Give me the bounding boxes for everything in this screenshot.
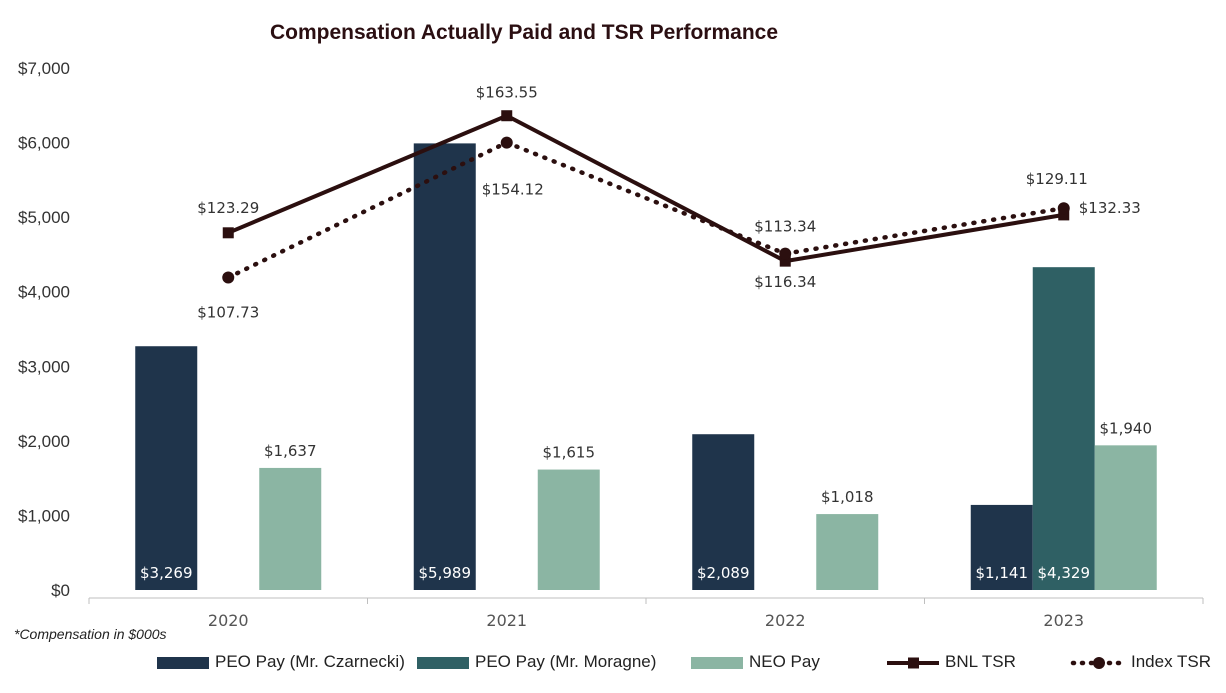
- footnote: *Compensation in $000s: [14, 626, 167, 642]
- index-tsr-line: [226, 140, 1066, 280]
- legend-label: Index TSR: [1131, 652, 1211, 671]
- bar-data-label: $1,637: [264, 442, 317, 460]
- line-data-label: $163.55: [476, 84, 538, 102]
- index-tsr-marker: [1057, 202, 1070, 215]
- y-tick-label: $6,000: [18, 134, 70, 153]
- bar-neo-pay: [537, 469, 600, 590]
- x-axis: 2020 2021 2022 2023: [88, 598, 1204, 630]
- index-tsr-marker: [779, 247, 792, 260]
- x-tick-label: 2021: [486, 611, 527, 630]
- legend-item: PEO Pay (Mr. Moragne): [417, 652, 656, 671]
- line-data-label: $116.34: [754, 273, 816, 291]
- bar-data-label: $5,989: [419, 564, 472, 582]
- bar-data-label: $1,141: [976, 564, 1029, 582]
- y-tick-label: $2,000: [18, 432, 70, 451]
- bars-layer: [135, 143, 1157, 590]
- bar-data-label: $1,615: [543, 444, 596, 462]
- legend-item: PEO Pay (Mr. Czarnecki): [157, 652, 405, 671]
- bar-peo-pay-mr-czarnecki: [692, 434, 755, 590]
- y-tick-label: $4,000: [18, 283, 70, 302]
- bar-data-label: $2,089: [697, 564, 750, 582]
- legend-item: BNL TSR: [887, 652, 1016, 671]
- legend-item: NEO Pay: [691, 652, 820, 671]
- x-tick-label: 2022: [765, 611, 806, 630]
- bar-data-label: $1,940: [1100, 419, 1153, 437]
- legend-swatch: [691, 657, 743, 669]
- legend-swatch: [417, 657, 469, 669]
- bnl-tsr-line: [227, 113, 1065, 264]
- legend-label: PEO Pay (Mr. Moragne): [475, 652, 656, 671]
- line-data-label: $123.29: [197, 199, 259, 217]
- bnl-tsr-marker: [501, 110, 513, 122]
- y-tick-label: $1,000: [18, 506, 70, 525]
- legend: PEO Pay (Mr. Czarnecki) PEO Pay (Mr. Mora…: [157, 652, 1211, 671]
- legend-swatch: [157, 657, 209, 669]
- data-labels-layer: $3,269 $5,989 $2,089 $1,141 $4,329 $1,637 $1,6…: [140, 84, 1152, 582]
- bar-neo-pay: [1094, 445, 1157, 590]
- y-tick-label: $3,000: [18, 357, 70, 376]
- line-data-label: $113.34: [754, 218, 816, 236]
- bar-peo-pay-mr-czarnecki: [135, 346, 198, 590]
- bar-data-label: $4,329: [1038, 564, 1091, 582]
- chart-title: Compensation Actually Paid and TSR Perfo…: [270, 21, 778, 44]
- bar-peo-pay-mr-moragne: [1032, 267, 1095, 590]
- legend-marker: [908, 657, 919, 669]
- legend-marker: [1093, 657, 1105, 669]
- legend-item: Index TSR: [1070, 652, 1211, 671]
- bar-peo-pay-mr-czarnecki: [413, 143, 476, 590]
- line-data-label: $154.12: [482, 181, 544, 199]
- bnl-tsr-marker: [1058, 209, 1070, 221]
- bar-neo-pay: [816, 514, 879, 590]
- y-tick-label: $5,000: [18, 208, 70, 227]
- bnl-tsr-marker: [779, 255, 791, 267]
- line-data-label: $107.73: [197, 304, 259, 322]
- y-tick-label: $0: [51, 581, 70, 600]
- line-data-label: $132.33: [1079, 199, 1141, 217]
- bnl-tsr-marker: [222, 227, 234, 239]
- bar-data-label: $3,269: [140, 564, 193, 582]
- bar-neo-pay: [259, 467, 322, 590]
- legend-label: NEO Pay: [749, 652, 820, 671]
- y-axis: $0 $1,000 $2,000 $3,000 $4,000 $5,000 $6,000 $7…: [18, 59, 70, 600]
- bar-peo-pay-mr-czarnecki: [970, 504, 1033, 590]
- y-tick-label: $7,000: [18, 59, 70, 78]
- x-tick-label: 2020: [208, 611, 249, 630]
- index-tsr-marker: [500, 136, 513, 149]
- lines-layer: [222, 110, 1070, 284]
- line-data-label: $129.11: [1026, 170, 1088, 188]
- legend-label: BNL TSR: [945, 652, 1016, 671]
- bar-data-label: $1,018: [821, 488, 874, 506]
- x-tick-label: 2023: [1043, 611, 1084, 630]
- legend-label: PEO Pay (Mr. Czarnecki): [215, 652, 405, 671]
- index-tsr-marker: [222, 271, 235, 284]
